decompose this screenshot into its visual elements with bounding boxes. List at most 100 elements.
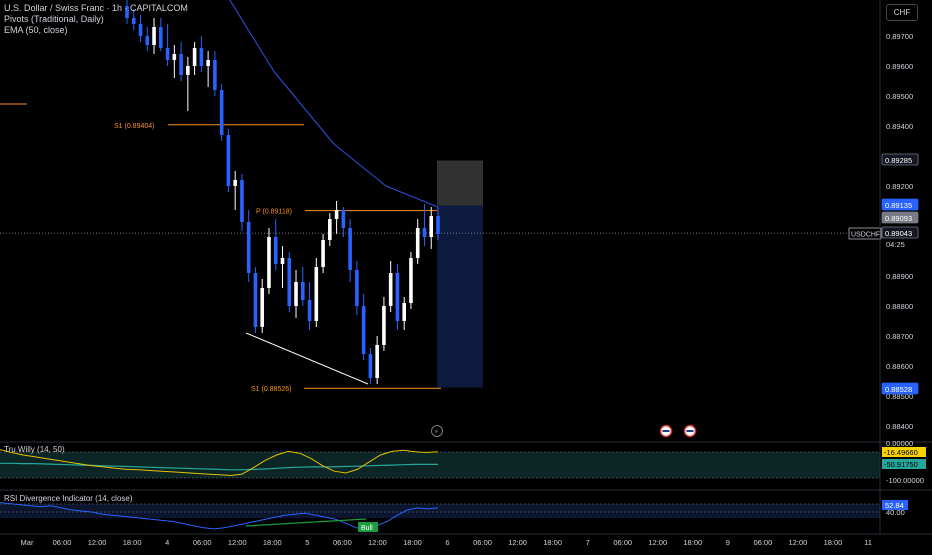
candle-body bbox=[429, 216, 434, 237]
legend-ema[interactable]: EMA (50, close) bbox=[4, 25, 68, 35]
legend-pivots[interactable]: Pivots (Traditional, Daily) bbox=[4, 14, 104, 24]
rsi-value-box bbox=[882, 500, 908, 510]
symbol-tag-box bbox=[848, 227, 882, 240]
time-tick-label: 18:00 bbox=[683, 538, 702, 547]
time-tick-label: 12:00 bbox=[88, 538, 107, 547]
time-tick-label: 06:00 bbox=[193, 538, 212, 547]
price-tick-label: 0.89700 bbox=[886, 32, 913, 41]
candle-body bbox=[206, 60, 210, 66]
chart-legend: U.S. Dollar / Swiss Franc · 1h · CAPITAL… bbox=[4, 3, 188, 36]
bull-label: Bull bbox=[361, 525, 373, 532]
candle-body bbox=[409, 258, 413, 303]
time-tick-label: 18:00 bbox=[263, 538, 282, 547]
legend-symbol[interactable]: U.S. Dollar / Swiss Franc · 1h · CAPITAL… bbox=[4, 3, 188, 13]
candle-body bbox=[334, 210, 339, 219]
candle-body bbox=[402, 303, 406, 321]
price-tick-label: 0.88900 bbox=[886, 272, 913, 281]
candle-body bbox=[375, 345, 379, 378]
candle-body bbox=[328, 219, 332, 240]
rsi-axis-tick: 40.00 bbox=[886, 508, 905, 517]
countdown-label: 04:25 bbox=[886, 240, 905, 249]
willy-ema-value-label: -50.91750 bbox=[884, 460, 918, 469]
pivot-label-p: P (0.89118) bbox=[256, 209, 292, 216]
willy-title[interactable]: Tru Willy (14, 50) bbox=[4, 445, 65, 454]
candle-body bbox=[388, 273, 393, 306]
rsi-band bbox=[0, 504, 880, 518]
candle-body bbox=[138, 24, 143, 36]
candle-body bbox=[253, 273, 258, 327]
rsi-title[interactable]: RSI Divergence Indicator (14, close) bbox=[4, 494, 133, 503]
price-tick-label: 0.89500 bbox=[886, 92, 913, 101]
time-tick-label: 12:00 bbox=[368, 538, 387, 547]
candle-body bbox=[186, 66, 190, 75]
lightning-glyph: ⚡ bbox=[434, 428, 439, 436]
candle-body bbox=[267, 237, 271, 288]
price-axis-label bbox=[881, 382, 919, 395]
willy-ema-line bbox=[0, 462, 438, 471]
price-axis-label bbox=[881, 226, 919, 239]
time-tick-label: 4 bbox=[165, 538, 169, 547]
time-tick-label: 06:00 bbox=[333, 538, 352, 547]
willy-axis-tick: 0.00000 bbox=[886, 439, 913, 448]
candle-body bbox=[226, 135, 231, 186]
time-tick-label: 12:00 bbox=[789, 538, 808, 547]
rsi-value-label: 52.84 bbox=[885, 501, 904, 510]
price-axis-label bbox=[881, 198, 919, 211]
pivot-label-s1-upper: S1 (0.89404) bbox=[114, 123, 154, 130]
candle-body bbox=[415, 228, 420, 258]
willy-value-label: -16.49660 bbox=[884, 448, 918, 457]
candle-body bbox=[287, 258, 292, 306]
candle-body bbox=[246, 222, 251, 273]
position-target-zone bbox=[437, 205, 483, 388]
time-tick-label: 06:00 bbox=[753, 538, 772, 547]
pivot-label-s1-lower: S1 (0.88526) bbox=[251, 386, 291, 393]
us-flag-stripe bbox=[662, 430, 670, 432]
time-tick-label: 18:00 bbox=[543, 538, 562, 547]
time-tick-label: 18:00 bbox=[123, 538, 142, 547]
candle-body bbox=[172, 54, 177, 60]
time-tick-label: 06:00 bbox=[613, 538, 632, 547]
candle-body bbox=[368, 354, 373, 378]
time-tick-label: 12:00 bbox=[508, 538, 527, 547]
price-tick-label: 0.89400 bbox=[886, 122, 913, 131]
candle-body bbox=[382, 306, 386, 345]
candle-body bbox=[341, 210, 346, 228]
time-tick-label: 11 bbox=[864, 538, 872, 547]
time-tick-label: 9 bbox=[726, 538, 730, 547]
time-tick-label: 6 bbox=[445, 538, 449, 547]
price-tick-label: 0.88700 bbox=[886, 332, 913, 341]
lightning-icon bbox=[431, 425, 443, 437]
candle-body bbox=[314, 267, 319, 321]
ema-line bbox=[229, 0, 439, 208]
candle-body bbox=[165, 48, 170, 60]
price-tick-label: 0.88500 bbox=[886, 392, 913, 401]
price-axis-label-text: 0.89135 bbox=[885, 201, 912, 210]
candle-body bbox=[294, 282, 298, 306]
willy-value-box bbox=[882, 447, 926, 457]
price-axis-label-text: 0.89043 bbox=[885, 229, 912, 238]
price-axis-label-text: 0.88528 bbox=[885, 385, 912, 394]
price-tick-label: 0.88600 bbox=[886, 362, 913, 371]
bull-label-box bbox=[358, 522, 378, 532]
position-stop-zone bbox=[437, 160, 483, 206]
candle-body bbox=[321, 240, 325, 267]
candle-body bbox=[192, 48, 197, 66]
candle-body bbox=[260, 288, 265, 327]
price-axis-label bbox=[881, 153, 919, 166]
time-tick-label: 12:00 bbox=[648, 538, 667, 547]
candle-body bbox=[307, 300, 312, 321]
candle-body bbox=[131, 18, 136, 24]
price-tick-label: 0.89200 bbox=[886, 182, 913, 191]
candle-body bbox=[199, 48, 204, 66]
time-tick-label: 12:00 bbox=[228, 538, 247, 547]
candle-body bbox=[355, 270, 359, 306]
candle-body bbox=[422, 228, 427, 237]
candle-body bbox=[361, 306, 366, 354]
candle-body bbox=[219, 90, 224, 135]
time-tick-label: 06:00 bbox=[473, 538, 492, 547]
currency-button[interactable]: CHF bbox=[886, 4, 918, 21]
time-tick-label: 18:00 bbox=[403, 538, 422, 547]
candle-body bbox=[213, 60, 217, 90]
